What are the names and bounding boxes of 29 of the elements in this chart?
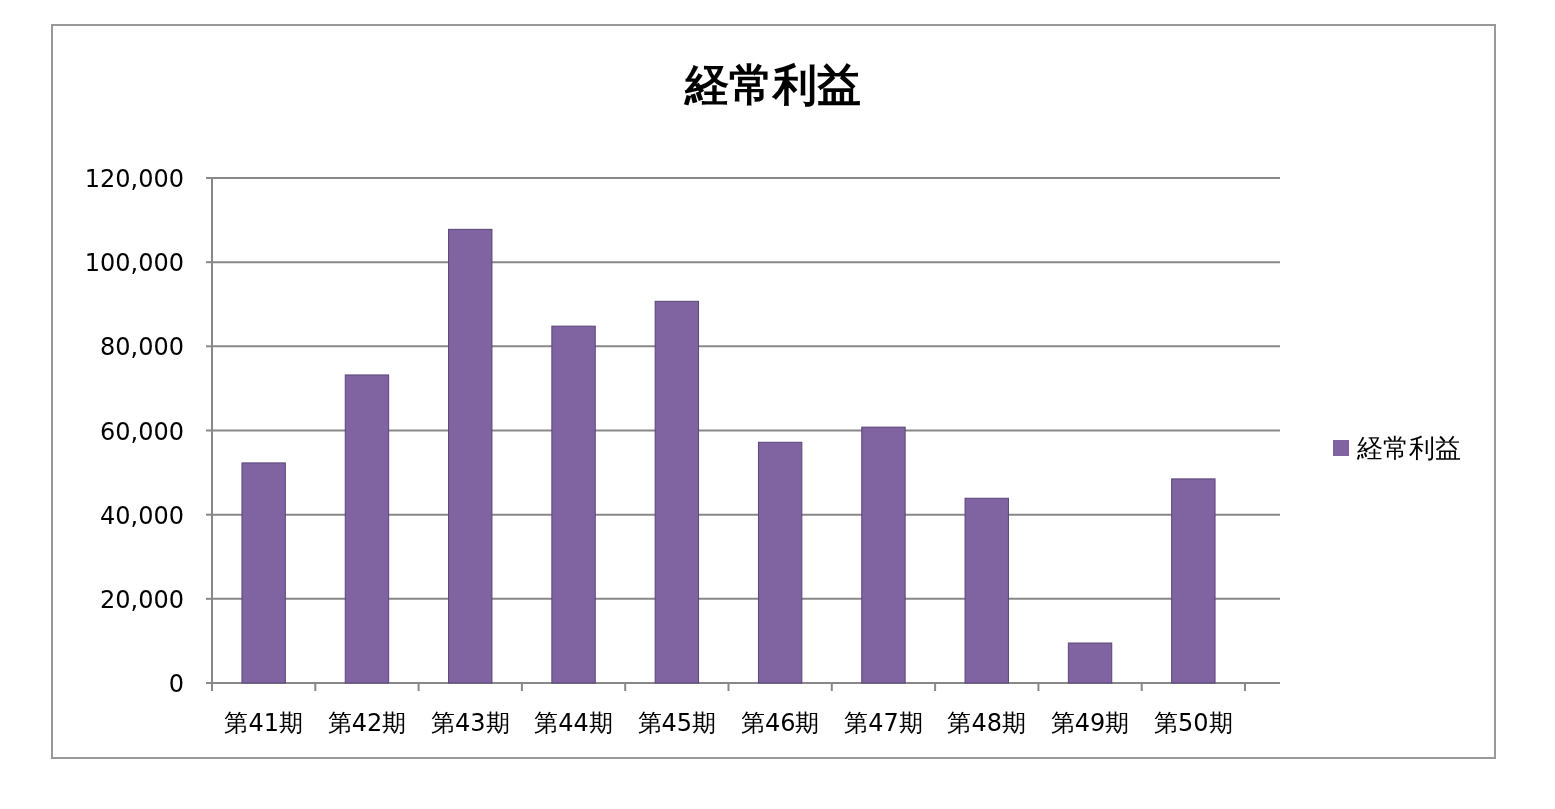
x-tick-label: 第43期	[430, 709, 510, 737]
bar	[964, 497, 1009, 684]
x-tick-label: 第41期	[224, 709, 303, 737]
x-tick-label: 第44期	[534, 709, 613, 737]
x-tick-label: 第45期	[637, 709, 717, 737]
bar	[344, 374, 390, 684]
x-tick-label: 第47期	[844, 709, 923, 737]
x-tick-label: 第42期	[327, 709, 407, 737]
bar	[861, 426, 906, 684]
legend-label: 経常利益	[1356, 433, 1461, 463]
y-tick-label: 120,000	[84, 165, 184, 193]
bar	[1171, 478, 1216, 684]
chart-title: 経常利益	[683, 59, 861, 110]
bar	[551, 325, 596, 684]
bar	[654, 300, 700, 684]
bar	[1067, 642, 1113, 684]
y-tick-label: 0	[168, 670, 184, 698]
y-tick-label: 80,000	[100, 333, 184, 362]
y-tick-label: 40,000	[100, 501, 184, 530]
bar	[448, 228, 493, 684]
x-tick-label: 第46期	[740, 709, 820, 737]
x-tick-label: 第50期	[1154, 709, 1233, 737]
bar	[757, 441, 803, 684]
bar	[241, 462, 286, 684]
y-tick-label: 20,000	[100, 585, 184, 614]
y-tick-label: 100,000	[84, 249, 184, 278]
x-tick-label: 第49期	[1050, 709, 1130, 737]
y-tick-label: 60,000	[100, 417, 184, 446]
x-tick-label: 第48期	[947, 709, 1027, 737]
